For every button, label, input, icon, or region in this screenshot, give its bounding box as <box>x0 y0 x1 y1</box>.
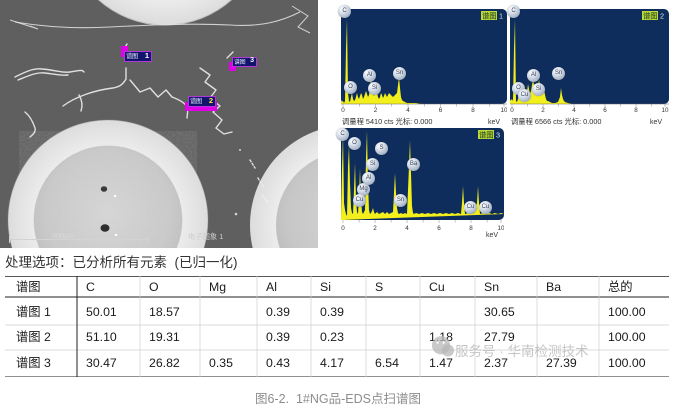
svg-text:Mg: Mg <box>209 280 226 294</box>
svg-text:2: 2 <box>373 225 377 232</box>
svg-text:Al: Al <box>266 280 277 294</box>
svg-text:6: 6 <box>603 107 607 114</box>
svg-text:6.54: 6.54 <box>375 356 399 370</box>
svg-text:30.65: 30.65 <box>484 305 515 319</box>
svg-text:0.35: 0.35 <box>209 356 233 370</box>
svg-text:1: 1 <box>499 11 503 20</box>
svg-text:8: 8 <box>469 225 473 232</box>
svg-text:Ba: Ba <box>546 280 561 294</box>
svg-text:4.17: 4.17 <box>320 356 344 370</box>
svg-text:调量程 5410 cts 光标: 0.000: 调量程 5410 cts 光标: 0.000 <box>342 117 432 126</box>
svg-text:10: 10 <box>497 225 504 232</box>
svg-text:4: 4 <box>572 107 576 114</box>
svg-text:0.39: 0.39 <box>320 305 344 319</box>
svg-text:19.31: 19.31 <box>149 330 180 344</box>
svg-text:Si: Si <box>320 280 331 294</box>
svg-text:0: 0 <box>510 107 514 114</box>
svg-text:谱图: 谱图 <box>482 11 497 20</box>
svg-text:10: 10 <box>500 107 507 114</box>
svg-text:0.43: 0.43 <box>266 356 290 370</box>
svg-text:4: 4 <box>406 107 410 114</box>
svg-text:0.39: 0.39 <box>266 305 290 319</box>
svg-text:C: C <box>86 280 95 294</box>
svg-text:30.47: 30.47 <box>86 356 117 370</box>
svg-text:18.57: 18.57 <box>149 305 180 319</box>
svg-text:2: 2 <box>374 107 378 114</box>
svg-text:O: O <box>149 280 159 294</box>
svg-text:谱图 1: 谱图 1 <box>16 305 51 319</box>
svg-text:0: 0 <box>341 225 345 232</box>
svg-text:谱图: 谱图 <box>16 280 41 294</box>
svg-text:100.00: 100.00 <box>608 305 646 319</box>
svg-text:keV: keV <box>486 232 498 238</box>
svg-text:总的: 总的 <box>608 279 633 294</box>
svg-text:谱图 3: 谱图 3 <box>16 356 51 370</box>
svg-text:10: 10 <box>661 107 669 114</box>
svg-text:keV: keV <box>650 119 662 126</box>
svg-text:26.82: 26.82 <box>149 356 180 370</box>
svg-text:50.01: 50.01 <box>86 305 117 319</box>
svg-text:8: 8 <box>634 107 638 114</box>
svg-text:S: S <box>375 280 383 294</box>
svg-text:0.23: 0.23 <box>320 330 344 344</box>
svg-text:6: 6 <box>439 107 443 114</box>
svg-text:Sn: Sn <box>484 280 499 294</box>
svg-text:谱图: 谱图 <box>643 11 658 20</box>
svg-text:0: 0 <box>341 107 345 114</box>
svg-text:Cu: Cu <box>429 280 445 294</box>
svg-text:51.10: 51.10 <box>86 330 117 344</box>
svg-text:0.39: 0.39 <box>266 330 290 344</box>
svg-text:4: 4 <box>405 225 409 232</box>
svg-text:3: 3 <box>496 130 500 139</box>
svg-text:8: 8 <box>471 107 475 114</box>
svg-text:谱图 2: 谱图 2 <box>16 330 51 344</box>
svg-text:调量程 6566 cts 光标: 0.000: 调量程 6566 cts 光标: 0.000 <box>511 117 601 126</box>
svg-text:6: 6 <box>437 225 441 232</box>
svg-text:2: 2 <box>660 11 664 20</box>
svg-text:keV: keV <box>488 119 500 126</box>
svg-text:2: 2 <box>541 107 545 114</box>
svg-text:谱图: 谱图 <box>479 130 494 139</box>
